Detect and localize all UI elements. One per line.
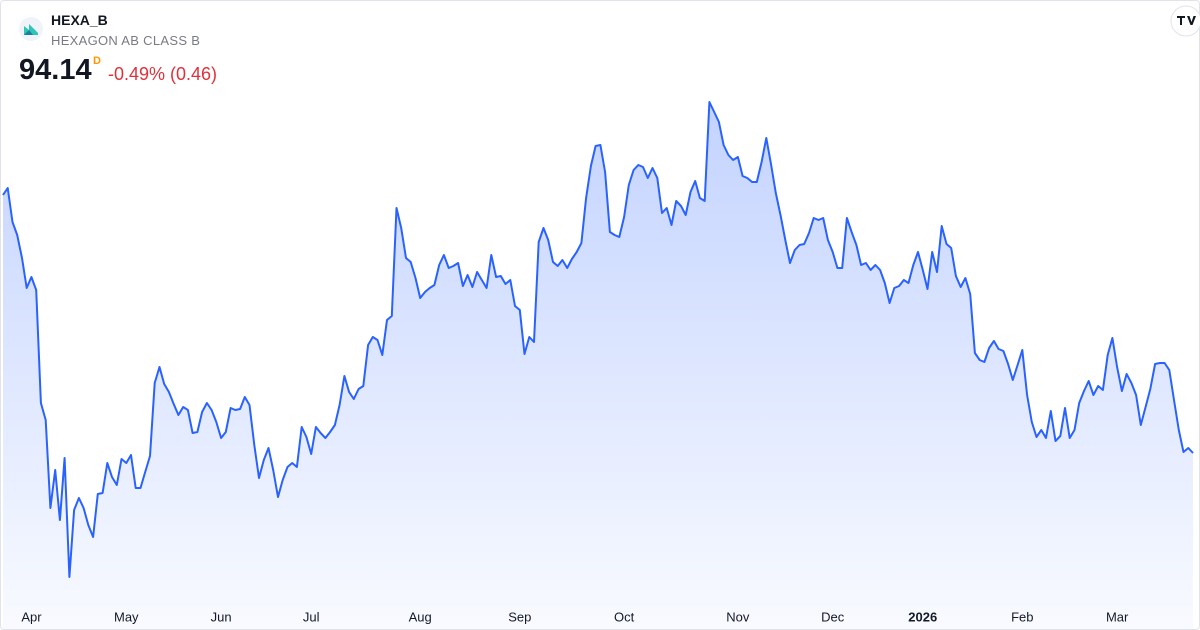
interval: D — [93, 55, 101, 67]
area-fill — [3, 102, 1193, 629]
last-price: 94.14 — [19, 54, 92, 86]
symbol: HEXA_B — [51, 12, 108, 28]
price-line — [2, 101, 1194, 578]
price-change: -0.49% (0.46) — [108, 64, 218, 84]
company-name: HEXAGON AB CLASS B — [51, 33, 201, 48]
tv-logo[interactable] — [1170, 5, 1200, 37]
symbol-icon — [19, 17, 43, 41]
